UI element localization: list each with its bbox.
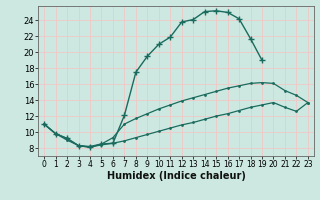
X-axis label: Humidex (Indice chaleur): Humidex (Indice chaleur) xyxy=(107,171,245,181)
